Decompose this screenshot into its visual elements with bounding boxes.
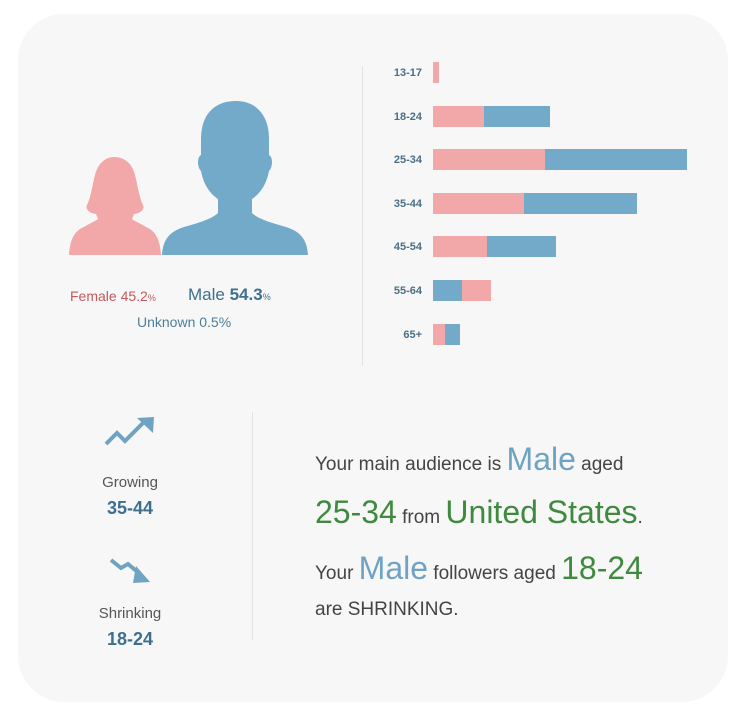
age-label-45-54: 45-54 bbox=[393, 241, 422, 254]
age-label-55-64: 55-64 bbox=[393, 285, 422, 297]
male-silhouette-icon bbox=[162, 101, 308, 255]
bar-female-45-54 bbox=[433, 236, 488, 258]
gender-silhouettes bbox=[69, 101, 308, 255]
bar-female-65plus bbox=[433, 323, 446, 345]
bar-male-25-34 bbox=[544, 149, 687, 171]
bar-male-65plus bbox=[445, 323, 461, 345]
age-label-18-24: 18-24 bbox=[393, 110, 422, 123]
bar-female-13-17 bbox=[433, 62, 440, 83]
bar-female-18-24 bbox=[433, 105, 485, 127]
female-silhouette-icon bbox=[69, 157, 161, 255]
age-label-13-17: 13-17 bbox=[393, 67, 422, 79]
growing-label: Growing bbox=[102, 474, 158, 491]
audience-card bbox=[18, 14, 728, 702]
bar-male-18-24 bbox=[484, 105, 550, 127]
summary-line-3: Your Male followers aged 18-24 bbox=[315, 550, 643, 586]
age-label-65plus: 65+ bbox=[403, 328, 422, 341]
trend-divider bbox=[252, 412, 253, 640]
section-divider bbox=[362, 66, 363, 366]
shrinking-age-range: 18-24 bbox=[106, 629, 154, 649]
bar-male-35-44 bbox=[523, 192, 637, 214]
growing-age-range: 35-44 bbox=[106, 498, 154, 518]
summary-line-2: 25-34 from United States. bbox=[315, 494, 643, 530]
bar-female-35-44 bbox=[433, 192, 524, 214]
shrinking-label: Shrinking bbox=[98, 605, 162, 622]
summary-line-1: Your main audience is Male aged bbox=[315, 441, 624, 477]
age-label-25-34: 25-34 bbox=[393, 154, 422, 167]
unknown-percentage: Unknown 0.5% bbox=[137, 314, 232, 330]
bar-female-55-64 bbox=[462, 280, 492, 301]
bar-male-55-64 bbox=[433, 280, 463, 301]
age-label-35-44: 35-44 bbox=[393, 197, 422, 210]
summary-line-4: are SHRINKING. bbox=[315, 599, 459, 620]
female-percentage: Female 45.2% bbox=[70, 288, 156, 304]
trend-down-icon bbox=[109, 558, 150, 583]
trend-up-icon bbox=[104, 417, 154, 446]
male-percentage: Male 54.3% bbox=[188, 285, 271, 304]
bar-male-45-54 bbox=[487, 236, 556, 258]
bar-female-25-34 bbox=[433, 149, 545, 171]
